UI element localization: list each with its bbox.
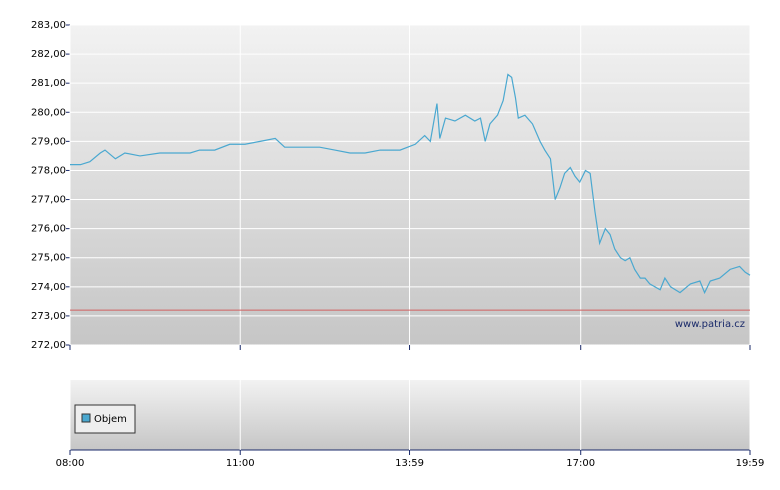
y-tick-label: 278,00 — [31, 165, 66, 176]
y-tick-label: 281,00 — [31, 78, 66, 89]
x-tick-label: 19:59 — [736, 458, 765, 469]
y-tick-label: 280,00 — [31, 107, 66, 118]
watermark: www.patria.cz — [675, 319, 745, 330]
y-tick-label: 272,00 — [31, 340, 66, 351]
legend — [74, 404, 136, 434]
legend-label: Objem — [94, 414, 127, 425]
y-tick-label: 275,00 — [31, 253, 66, 264]
y-tick-label: 273,00 — [31, 311, 66, 322]
x-tick-label: 11:00 — [226, 458, 255, 469]
legend-swatch — [81, 413, 91, 423]
y-tick-label: 279,00 — [31, 136, 66, 147]
price-line — [70, 73, 751, 295]
y-tick-label: 277,00 — [31, 195, 66, 206]
x-tick-label: 08:00 — [56, 458, 85, 469]
y-tick-label: 283,00 — [31, 20, 66, 31]
y-tick-label: 274,00 — [31, 282, 66, 293]
x-tick-label: 13:59 — [395, 458, 424, 469]
x-tick-label: 17:00 — [566, 458, 595, 469]
y-tick-label: 282,00 — [31, 49, 66, 60]
y-tick-label: 276,00 — [31, 224, 66, 235]
